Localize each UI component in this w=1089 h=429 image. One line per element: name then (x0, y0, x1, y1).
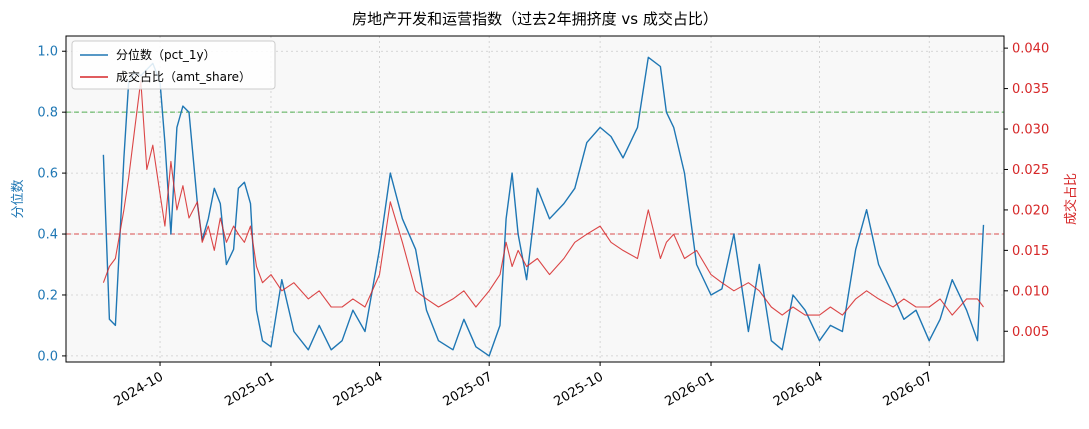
x-tick-label: 2026-04 (771, 369, 826, 409)
y2-tick-label: 0.010 (1012, 284, 1049, 299)
y2-tick-label: 0.005 (1012, 325, 1049, 340)
chart-title: 房地产开发和运营指数（过去2年拥挤度 vs 成交占比） (352, 10, 718, 28)
x-tick-label: 2025-01 (222, 369, 277, 409)
y-tick-label: 0.8 (37, 106, 58, 121)
plot-frame (65, 35, 1005, 363)
legend-label: 成交占比（amt_share） (116, 69, 251, 84)
y2-tick-label: 0.030 (1012, 123, 1049, 138)
y-tick-label: 0.6 (37, 167, 58, 182)
x-tick-label: 2024-10 (111, 369, 166, 409)
x-tick-label: 2025-04 (331, 369, 386, 409)
y-tick-label: 0.0 (37, 349, 58, 364)
y2-tick-label: 0.040 (1012, 42, 1049, 57)
y2-tick-label: 0.025 (1012, 163, 1049, 178)
y-tick-label: 0.4 (37, 228, 58, 243)
legend-box (71, 40, 276, 90)
series-line-amt-share (102, 79, 984, 316)
y-tick-label: 0.2 (37, 288, 58, 303)
plot-area (66, 36, 1004, 362)
x-tick-label: 2025-10 (552, 369, 607, 409)
legend-label: 分位数（pct_1y） (116, 47, 216, 62)
y2-tick-label: 0.020 (1012, 203, 1049, 218)
x-tick-label: 2026-01 (662, 369, 717, 409)
y2-axis-label: 成交占比 (1063, 173, 1079, 225)
y-tick-label: 1.0 (37, 45, 58, 60)
x-tick-label: 2026-07 (881, 369, 936, 409)
x-tick-label: 2025-07 (441, 369, 496, 409)
y2-tick-label: 0.015 (1012, 244, 1049, 259)
y-axis-label: 分位数 (11, 179, 26, 218)
y2-tick-label: 0.035 (1012, 82, 1049, 97)
